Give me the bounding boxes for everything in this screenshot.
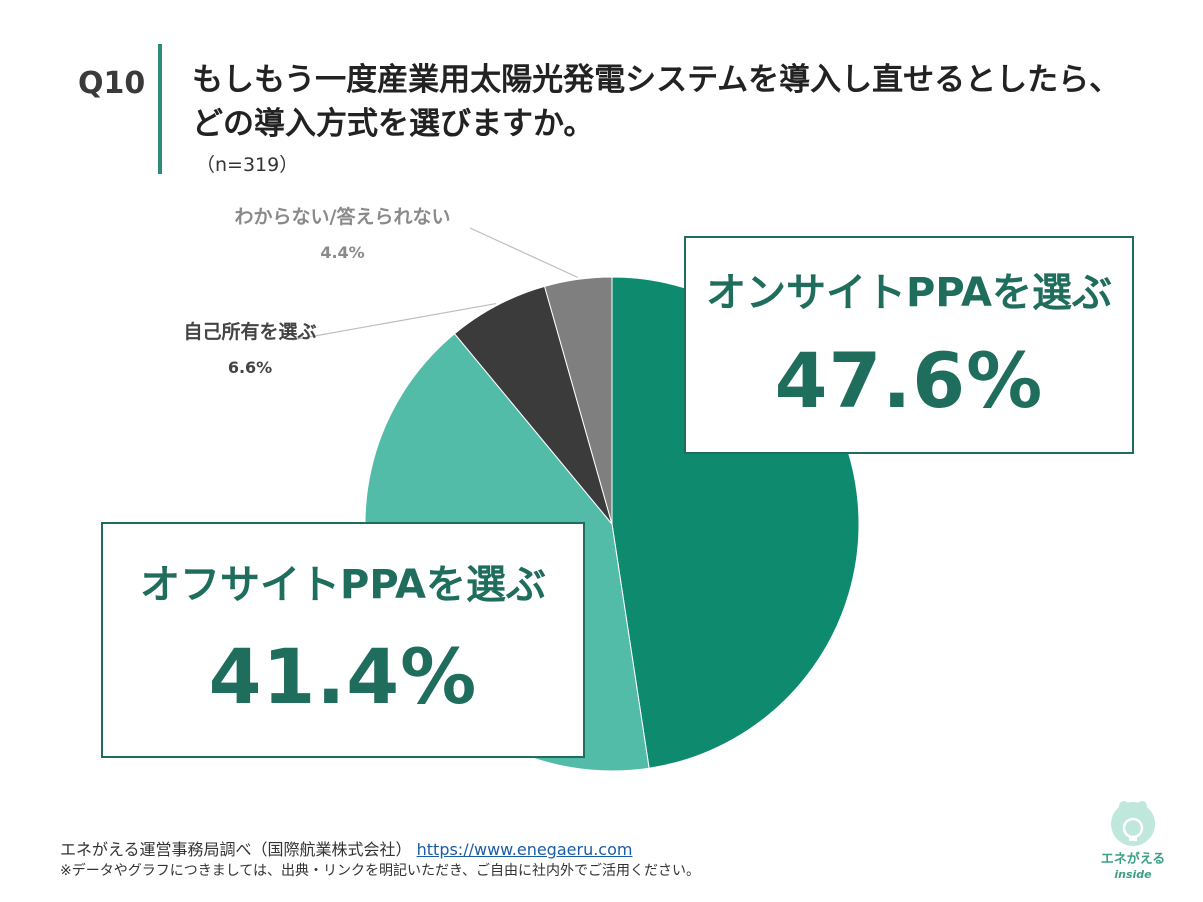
footer-note: ※データやグラフにつきましては、出典・リンクを明記いただき、ご自由に社内外でご活… <box>60 863 701 879</box>
footer-source: エネがえる運営事務局調べ（国際航業株式会社） https://www.enega… <box>60 836 632 860</box>
question-number: Q10 <box>78 66 146 101</box>
footer-source-text: エネがえる運営事務局調べ（国際航業株式会社） <box>60 840 412 859</box>
callout-offsite: オフサイトPPAを選ぶ 41.4% <box>101 522 585 758</box>
sample-size: （n=319） <box>196 154 299 176</box>
label-dont-know-value: 4.4% <box>320 243 365 262</box>
leader-line-dont-know <box>469 227 578 278</box>
logo-text: エネがえる <box>1100 852 1166 867</box>
question-title-line2: どの導入方式を選びますか。 <box>192 106 595 142</box>
lightbulb-frog-icon <box>1111 801 1155 846</box>
header-divider <box>158 44 162 174</box>
label-self-owned: 自己所有を選ぶ 6.6% <box>160 317 340 377</box>
question-title-line1: もしもう一度産業用太陽光発電システムを導入し直せるとしたら、 <box>192 62 1121 98</box>
callout-offsite-value: 41.4% <box>208 632 478 721</box>
label-dont-know-name: わからない/答えられない <box>234 206 451 228</box>
label-self-owned-name: 自己所有を選ぶ <box>183 321 317 343</box>
question-title: もしもう一度産業用太陽光発電システムを導入し直せるとしたら、 どの導入方式を選び… <box>192 58 1120 146</box>
label-dont-know: わからない/答えられない 4.4% <box>210 202 475 262</box>
callout-onsite-value: 47.6% <box>774 336 1044 425</box>
callout-onsite: オンサイトPPAを選ぶ 47.6% <box>684 236 1134 454</box>
callout-onsite-label: オンサイトPPAを選ぶ <box>706 270 1112 316</box>
leader-line-self-owned <box>291 302 497 341</box>
footer-link[interactable]: https://www.enegaeru.com <box>416 840 633 859</box>
callout-offsite-label: オフサイトPPAを選ぶ <box>140 562 546 608</box>
slice-dont-know <box>543 276 613 525</box>
brand-logo: エネがえる inside <box>1092 796 1174 886</box>
logo-subtext: inside <box>1114 868 1152 881</box>
label-self-owned-value: 6.6% <box>227 358 273 377</box>
